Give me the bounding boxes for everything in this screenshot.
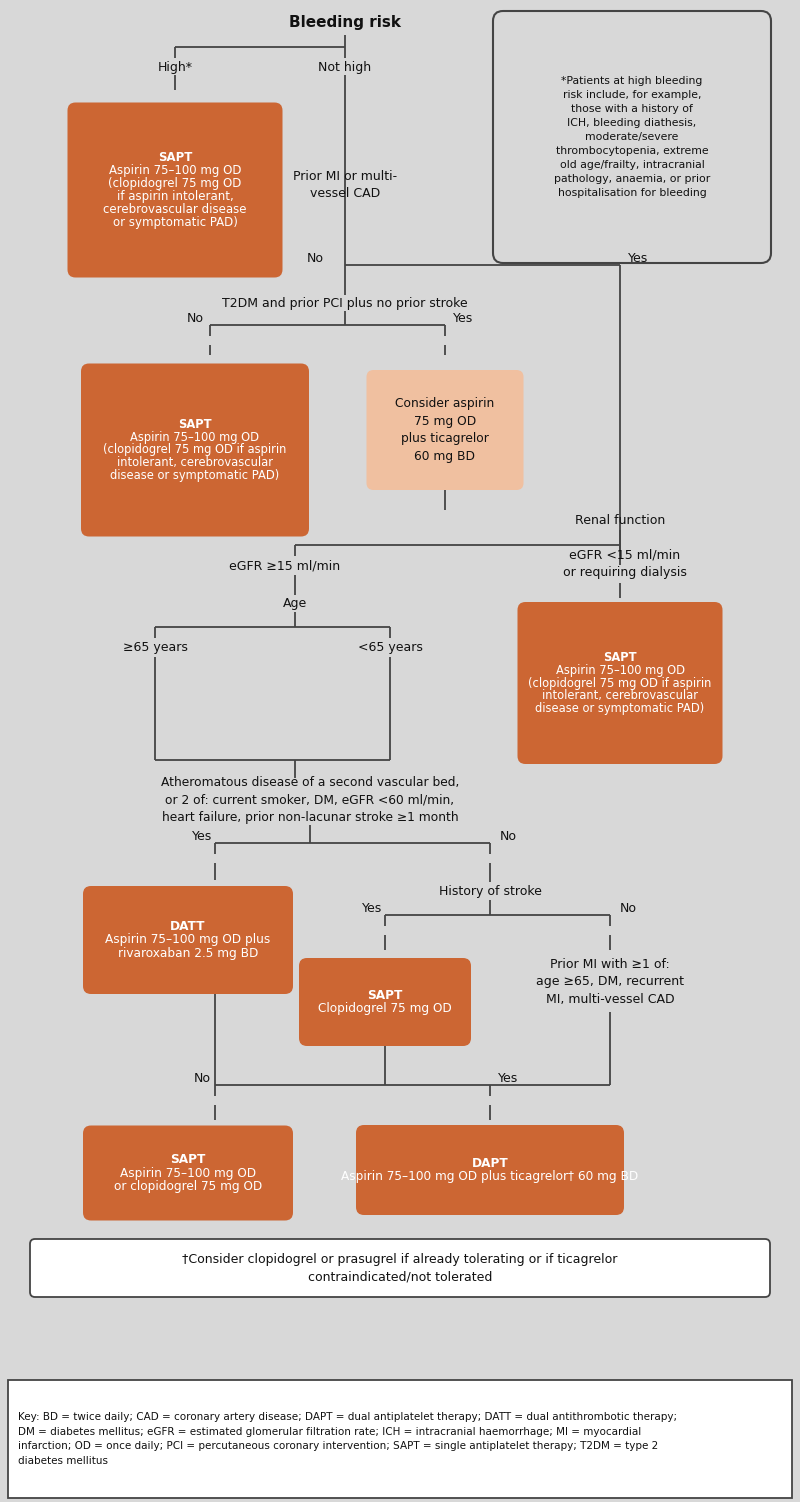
Text: eGFR ≥15 ml/min: eGFR ≥15 ml/min [230, 560, 341, 572]
Text: SAPT: SAPT [367, 988, 402, 1002]
Text: Consider aspirin
75 mg OD
plus ticagrelor
60 mg BD: Consider aspirin 75 mg OD plus ticagrelo… [395, 397, 494, 463]
Text: cerebrovascular disease: cerebrovascular disease [103, 203, 246, 216]
Text: Age: Age [283, 596, 307, 610]
Text: SAPT: SAPT [170, 1154, 206, 1166]
Text: SAPT: SAPT [158, 150, 192, 164]
Text: (clopidogrel 75 mg OD if aspirin: (clopidogrel 75 mg OD if aspirin [103, 443, 286, 457]
Text: eGFR <15 ml/min
or requiring dialysis: eGFR <15 ml/min or requiring dialysis [563, 548, 687, 580]
Text: Yes: Yes [498, 1072, 518, 1086]
FancyBboxPatch shape [299, 958, 471, 1045]
Text: †Consider clopidogrel or prasugrel if already tolerating or if ticagrelor
contra: †Consider clopidogrel or prasugrel if al… [182, 1253, 618, 1284]
Text: Aspirin 75–100 mg OD: Aspirin 75–100 mg OD [120, 1167, 256, 1179]
Text: Prior MI with ≥1 of:
age ≥65, DM, recurrent
MI, multi-vessel CAD: Prior MI with ≥1 of: age ≥65, DM, recurr… [536, 958, 684, 1006]
Text: *Patients at high bleeding
risk include, for example,
those with a history of
IC: *Patients at high bleeding risk include,… [554, 77, 710, 198]
FancyBboxPatch shape [30, 1239, 770, 1298]
Text: Yes: Yes [628, 251, 648, 264]
Text: Yes: Yes [362, 903, 382, 916]
FancyBboxPatch shape [8, 1380, 792, 1497]
Text: No: No [306, 251, 323, 264]
Text: No: No [186, 312, 203, 326]
Text: (clopidogrel 75 mg OD if aspirin: (clopidogrel 75 mg OD if aspirin [528, 676, 712, 689]
Text: DAPT: DAPT [472, 1157, 508, 1170]
Text: disease or symptomatic PAD): disease or symptomatic PAD) [535, 703, 705, 715]
Text: or symptomatic PAD): or symptomatic PAD) [113, 216, 238, 230]
Text: if aspirin intolerant,: if aspirin intolerant, [117, 191, 234, 203]
Text: (clopidogrel 75 mg OD: (clopidogrel 75 mg OD [108, 177, 242, 189]
Text: Yes: Yes [453, 312, 473, 326]
Text: Not high: Not high [318, 60, 371, 74]
Text: History of stroke: History of stroke [438, 885, 542, 898]
FancyBboxPatch shape [81, 363, 309, 536]
Text: Aspirin 75–100 mg OD: Aspirin 75–100 mg OD [555, 664, 685, 676]
Text: Aspirin 75–100 mg OD plus ticagrelor† 60 mg BD: Aspirin 75–100 mg OD plus ticagrelor† 60… [342, 1170, 638, 1184]
Text: intolerant, cerebrovascular: intolerant, cerebrovascular [542, 689, 698, 703]
FancyBboxPatch shape [518, 602, 722, 765]
Text: ≥65 years: ≥65 years [122, 640, 187, 653]
Text: SAPT: SAPT [603, 650, 637, 664]
FancyBboxPatch shape [493, 11, 771, 263]
Text: Aspirin 75–100 mg OD: Aspirin 75–100 mg OD [130, 431, 259, 443]
Text: Yes: Yes [192, 831, 212, 844]
FancyBboxPatch shape [366, 369, 523, 490]
Text: Aspirin 75–100 mg OD plus: Aspirin 75–100 mg OD plus [106, 934, 270, 946]
Text: Aspirin 75–100 mg OD: Aspirin 75–100 mg OD [109, 164, 242, 177]
FancyBboxPatch shape [67, 102, 282, 278]
Text: rivaroxaban 2.5 mg BD: rivaroxaban 2.5 mg BD [118, 946, 258, 960]
Text: Prior MI or multi-
vessel CAD: Prior MI or multi- vessel CAD [293, 170, 397, 200]
Text: intolerant, cerebrovascular: intolerant, cerebrovascular [117, 457, 273, 469]
Text: Bleeding risk: Bleeding risk [289, 15, 401, 30]
Text: High*: High* [158, 60, 193, 74]
Text: disease or symptomatic PAD): disease or symptomatic PAD) [110, 469, 280, 482]
Text: DATT: DATT [170, 921, 206, 933]
Text: T2DM and prior PCI plus no prior stroke: T2DM and prior PCI plus no prior stroke [222, 296, 468, 309]
Text: No: No [619, 903, 637, 916]
Text: <65 years: <65 years [358, 640, 422, 653]
Text: Clopidogrel 75 mg OD: Clopidogrel 75 mg OD [318, 1002, 452, 1015]
Text: No: No [194, 1072, 210, 1086]
FancyBboxPatch shape [83, 886, 293, 994]
Text: SAPT: SAPT [178, 418, 212, 431]
Text: Renal function: Renal function [575, 514, 665, 527]
Text: Atheromatous disease of a second vascular bed,
or 2 of: current smoker, DM, eGFR: Atheromatous disease of a second vascula… [161, 777, 459, 825]
FancyBboxPatch shape [83, 1125, 293, 1221]
Text: or clopidogrel 75 mg OD: or clopidogrel 75 mg OD [114, 1181, 262, 1193]
FancyBboxPatch shape [356, 1125, 624, 1215]
Text: Key: BD = twice daily; CAD = coronary artery disease; DAPT = dual antiplatelet t: Key: BD = twice daily; CAD = coronary ar… [18, 1412, 677, 1466]
Text: No: No [499, 831, 517, 844]
